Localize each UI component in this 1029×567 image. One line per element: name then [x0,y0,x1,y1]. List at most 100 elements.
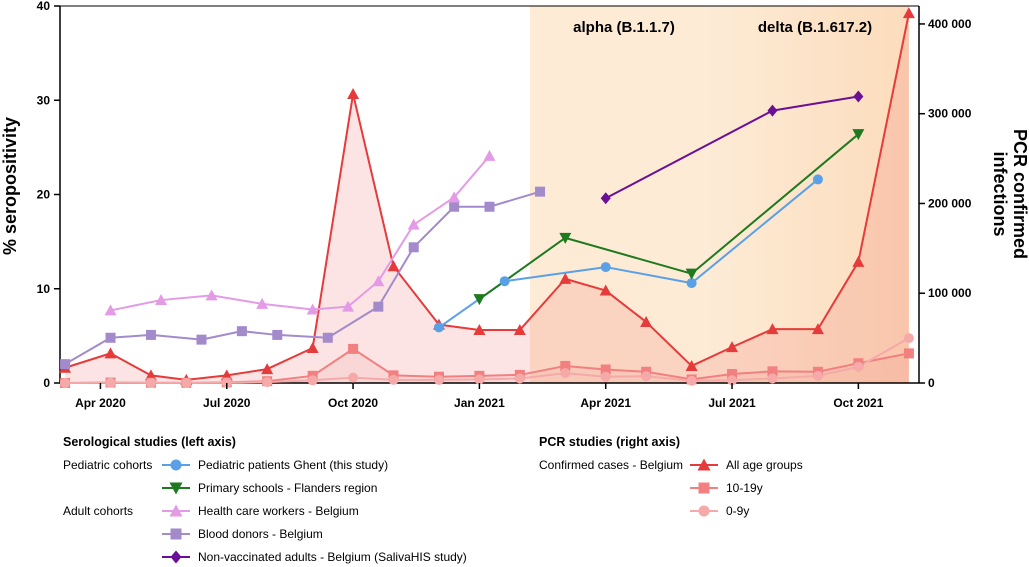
data-point-hcw [372,275,385,287]
right-axis-title-line1: PCR confirmed [1010,129,1029,259]
data-point-all [306,341,319,353]
axis-ticks: 0 10 20 30 40 0 100 000 200 000 300 000 400 000 Ap… [37,0,972,410]
left-axis-title: % seropositivity [0,117,20,255]
data-point-all [902,7,915,19]
legend-group-confirmed: Confirmed cases - Belgium [539,458,683,472]
data-point-all [559,272,572,284]
data-point-blood [145,329,156,340]
legend-marker-all [697,458,711,471]
right-tick-label: 200 000 [928,196,972,210]
legend-marker-teen [698,482,710,494]
legend-label-saliva: Non-vaccinated adults - Belgium (SalivaH… [198,550,467,564]
data-point-child [727,375,738,386]
data-point-ghent [499,276,510,287]
data-point-child [903,333,914,344]
legend-marker-child [698,505,710,517]
legend-label-child: 0-9y [726,504,749,518]
data-point-schools [559,232,572,244]
alpha-period-band [529,6,707,383]
legend-marker-ghent [170,459,182,471]
data-point-blood [484,201,495,212]
right-tick-label: 100 000 [928,286,972,300]
x-tick-label: Apr 2020 [75,396,126,410]
legend-label-teen: 10-19y [726,481,763,495]
data-point-all [387,260,400,272]
x-tick-label: Jul 2020 [203,396,251,410]
data-point-saliva [600,192,611,205]
series-line-hcw [110,155,491,312]
data-point-saliva [853,90,864,103]
x-tick-label: Oct 2020 [328,396,378,410]
data-point-schools [685,268,698,280]
series-line-blood [64,190,541,366]
data-point-all [685,359,698,371]
series-fill-all [65,13,909,384]
data-point-all [144,369,157,381]
data-point-ghent [600,262,611,273]
data-point-child [348,372,359,383]
data-point-hcw [407,218,420,230]
data-point-child [60,378,71,388]
data-point-hcw [306,303,319,315]
data-point-child [307,375,318,386]
data-point-hcw [483,149,496,161]
right-tick-label: 0 [928,376,935,390]
data-point-blood [535,186,546,197]
data-point-teen [348,343,359,354]
data-point-child [388,374,399,385]
data-point-ghent [812,174,823,185]
data-point-hcw [155,294,168,306]
data-point-saliva [767,104,778,117]
left-tick-label: 10 [37,282,51,296]
data-point-all [104,347,117,359]
legend-items: Pediatric patients Ghent (this study) Pri… [162,458,803,564]
legend-label-all: All age groups [726,458,803,472]
data-point-child [686,375,697,386]
legend-marker-saliva [170,550,182,564]
data-point-blood [272,329,283,340]
left-tick-label: 20 [37,188,51,202]
data-point-ghent [433,322,444,333]
data-point-schools [852,129,865,141]
data-point-child [641,371,652,382]
legend-group-pediatric: Pediatric cohorts [63,458,152,472]
data-point-child [812,370,823,381]
data-point-all [852,255,865,267]
shaded-periods [529,6,909,383]
data-point-all [766,323,779,335]
legend-label-ghent: Pediatric patients Ghent (this study) [198,458,388,472]
data-point-child [145,377,156,388]
x-tick-label: Jan 2021 [454,396,505,410]
data-point-teen [560,360,571,371]
data-point-blood [60,359,71,370]
data-point-all [640,315,653,327]
data-point-teen [727,369,738,380]
data-point-teen [767,366,778,377]
data-point-blood [373,301,384,312]
data-point-all [261,363,274,375]
legend-marker-hcw [169,504,183,517]
right-tick-label: 300 000 [928,107,972,121]
data-point-child [474,374,485,385]
delta-period-label: delta (B.1.617.2) [758,19,872,36]
x-tick-label: Oct 2021 [833,396,883,410]
data-point-child [514,373,525,384]
data-point-child [853,361,864,372]
series-markers [59,7,915,388]
data-point-blood [105,332,116,343]
x-tick-label: Jul 2021 [708,396,756,410]
left-tick-label: 0 [43,376,50,390]
legend-pcr-title: PCR studies (right axis) [539,435,680,449]
data-point-child [181,377,192,388]
legend-serology-title: Serological studies (left axis) [63,435,236,449]
data-point-blood [408,242,419,253]
series-line-schools [478,133,860,300]
delta-period-band [706,6,909,383]
legend-label-hcw: Health care workers - Belgium [198,504,359,518]
data-point-schools [473,294,486,306]
data-point-ghent [686,278,697,289]
data-point-all [473,324,486,336]
data-point-teen [903,348,914,359]
data-point-child [221,377,232,388]
